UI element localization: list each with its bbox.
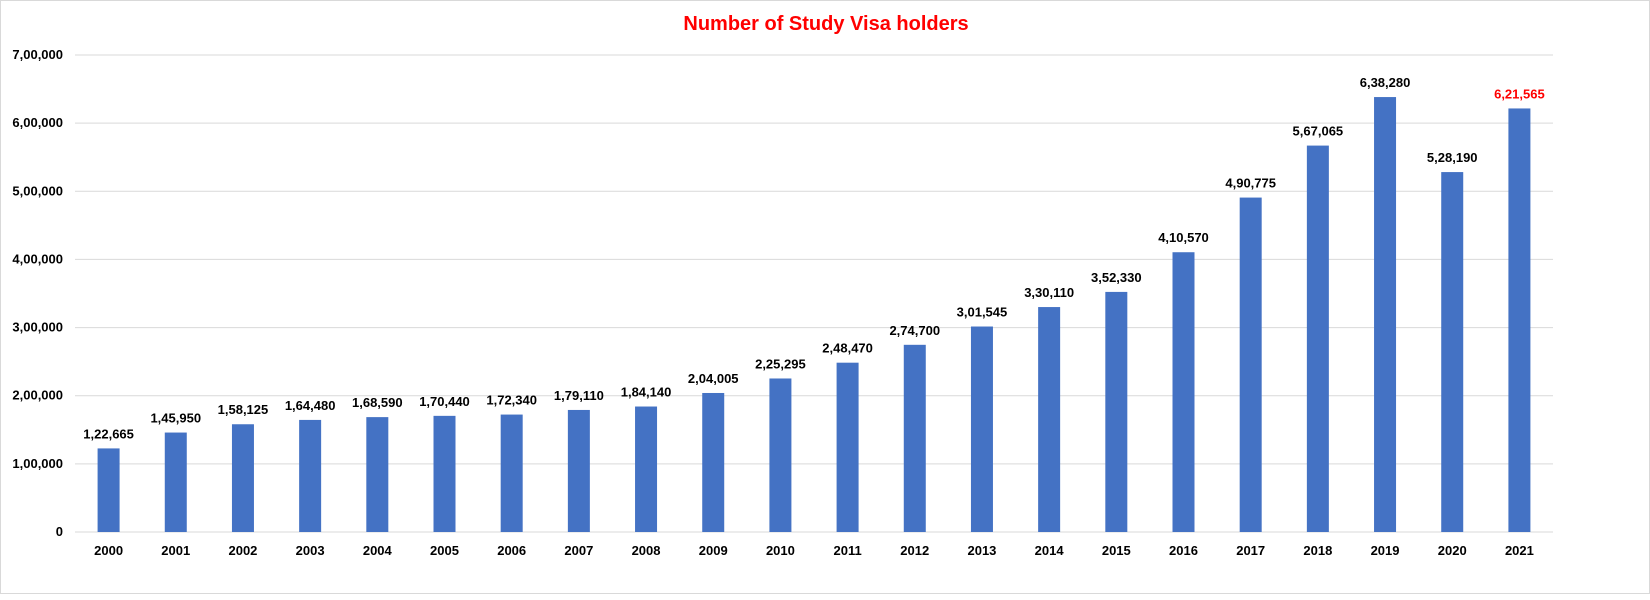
y-tick-label: 1,00,000 (12, 456, 63, 471)
y-tick-label: 6,00,000 (12, 115, 63, 130)
data-label-2009: 2,04,005 (688, 371, 739, 386)
bar-2004 (366, 417, 389, 532)
x-tick-label-2011: 2011 (833, 543, 861, 558)
data-labels: 1,22,665 1,45,950 1,58,125 1,64,480 1,68,590… (83, 75, 1544, 441)
gridlines (75, 54, 1553, 533)
data-label-2014: 3,30,110 (1024, 285, 1074, 300)
bar-2011 (836, 362, 859, 532)
data-label-2016: 4,10,570 (1158, 230, 1209, 245)
bar-2020 (1441, 172, 1464, 533)
y-tick-label: 0 (56, 524, 63, 539)
x-tick-label-2000: 2000 (94, 543, 123, 558)
y-tick-label: 4,00,000 (12, 251, 63, 266)
x-tick-label-2015: 2015 (1102, 543, 1131, 558)
y-tick-label: 5,00,000 (12, 183, 63, 198)
data-label-2011: 2,48,470 (822, 341, 873, 356)
x-tick-label-2008: 2008 (632, 543, 661, 558)
x-tick-label-2003: 2003 (296, 543, 325, 558)
x-tick-label-2020: 2020 (1438, 543, 1467, 558)
bar-2019 (1374, 97, 1397, 532)
bar-2013 (970, 326, 993, 532)
bar-2000 (97, 448, 120, 532)
y-tick-label: 3,00,000 (12, 320, 63, 335)
data-label-2013: 3,01,545 (957, 305, 1008, 320)
bar-2001 (164, 432, 187, 532)
bar-2010 (769, 378, 792, 532)
x-tick-label-2002: 2002 (228, 543, 257, 558)
data-label-2005: 1,70,440 (419, 394, 470, 409)
x-tick-label-2018: 2018 (1303, 543, 1332, 558)
x-tick-label-2005: 2005 (430, 543, 459, 558)
x-tick-label-2017: 2017 (1236, 543, 1265, 558)
data-label-2007: 1,79,110 (554, 388, 604, 403)
bar-2009 (702, 392, 725, 532)
x-tick-label-2007: 2007 (564, 543, 593, 558)
data-label-2019: 6,38,280 (1360, 75, 1411, 90)
bars (97, 97, 1531, 533)
x-tick-label-2013: 2013 (967, 543, 996, 558)
bar-2014 (1038, 307, 1061, 532)
x-tick-label-2006: 2006 (497, 543, 526, 558)
bar-2015 (1105, 291, 1128, 532)
data-label-2021: 6,21,565 (1494, 86, 1545, 101)
bar-2003 (299, 419, 322, 532)
data-label-2020: 5,28,190 (1427, 150, 1478, 165)
chart-title: Number of Study Visa holders (683, 13, 968, 35)
x-tick-label-2010: 2010 (766, 543, 795, 558)
y-axis-tick-labels: 0 1,00,000 2,00,000 3,00,000 4,00,000 5,00,00… (12, 47, 63, 539)
bar-2006 (500, 414, 523, 532)
data-label-2010: 2,25,295 (755, 356, 806, 371)
bar-2012 (903, 344, 926, 532)
x-tick-label-2021: 2021 (1505, 543, 1534, 558)
x-tick-label-2009: 2009 (699, 543, 728, 558)
data-label-2003: 1,64,480 (285, 398, 336, 413)
data-label-2006: 1,72,340 (486, 393, 537, 408)
bar-2017 (1239, 197, 1262, 532)
x-tick-label-2016: 2016 (1169, 543, 1198, 558)
bar-2008 (635, 406, 658, 532)
x-tick-label-2001: 2001 (161, 543, 190, 558)
x-tick-label-2014: 2014 (1035, 543, 1065, 558)
data-label-2004: 1,68,590 (352, 395, 403, 410)
x-tick-label-2019: 2019 (1371, 543, 1400, 558)
data-label-2012: 2,74,700 (889, 323, 940, 338)
bar-2021 (1508, 108, 1531, 533)
bar-2007 (567, 409, 590, 532)
x-axis-tick-labels: 2000 2001 2002 2003 2004 2005 2006 2007 2008 2009… (94, 543, 1534, 558)
data-label-2017: 4,90,775 (1225, 176, 1276, 191)
x-tick-label-2004: 2004 (363, 543, 393, 558)
bar-2018 (1306, 145, 1329, 533)
data-label-2001: 1,45,950 (150, 411, 201, 426)
data-label-2002: 1,58,125 (218, 402, 269, 417)
x-tick-label-2012: 2012 (900, 543, 929, 558)
bar-2016 (1172, 252, 1195, 532)
bar-2002 (231, 424, 254, 532)
data-label-2008: 1,84,140 (621, 385, 672, 400)
y-tick-label: 7,00,000 (12, 47, 63, 62)
bar-2005 (433, 415, 456, 532)
data-label-2000: 1,22,665 (83, 426, 134, 441)
data-label-2015: 3,52,330 (1091, 270, 1142, 285)
y-tick-label: 2,00,000 (12, 388, 63, 403)
data-label-2018: 5,67,065 (1293, 124, 1344, 139)
